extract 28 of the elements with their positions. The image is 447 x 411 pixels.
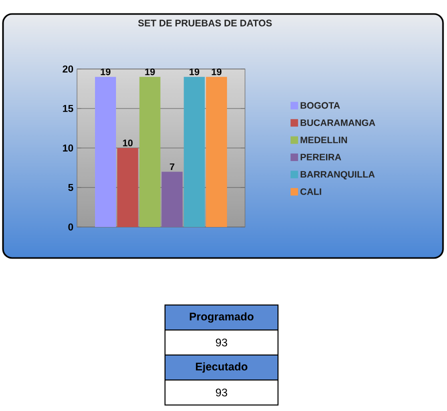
bar (162, 172, 183, 227)
bar (139, 76, 160, 227)
text: Programado (190, 312, 254, 323)
text: 93 (216, 338, 228, 346)
bar (117, 148, 138, 227)
legend-label: BOGOTA (300, 102, 340, 109)
text: 93 (216, 388, 228, 396)
y-tick-label: 0 (68, 223, 74, 231)
chart-title: SET DE PRUEBAS DE DATOS (138, 20, 272, 26)
data-label: 10 (123, 140, 133, 146)
y-tick-label: 5 (68, 184, 74, 191)
text: Ejecutado (196, 362, 248, 373)
bar (184, 76, 205, 227)
y-tick-label: 10 (62, 144, 74, 152)
legend-label: BARRANQUILLA (300, 171, 375, 180)
data-label: 19 (190, 68, 200, 76)
legend-label: CALI (300, 188, 322, 195)
data-label: 19 (145, 68, 155, 76)
bar (206, 76, 228, 227)
legend-label: MEDELLIN (300, 136, 347, 144)
data-label: 7 (170, 163, 174, 170)
y-tick-label: 20 (62, 65, 74, 73)
data-label: 19 (100, 68, 110, 76)
legend-label: PEREIRA (300, 154, 342, 160)
data-label: 19 (212, 68, 222, 76)
y-tick-label: 15 (62, 105, 74, 112)
bar (95, 76, 116, 227)
legend-label: BUCARAMANGA (300, 119, 376, 126)
